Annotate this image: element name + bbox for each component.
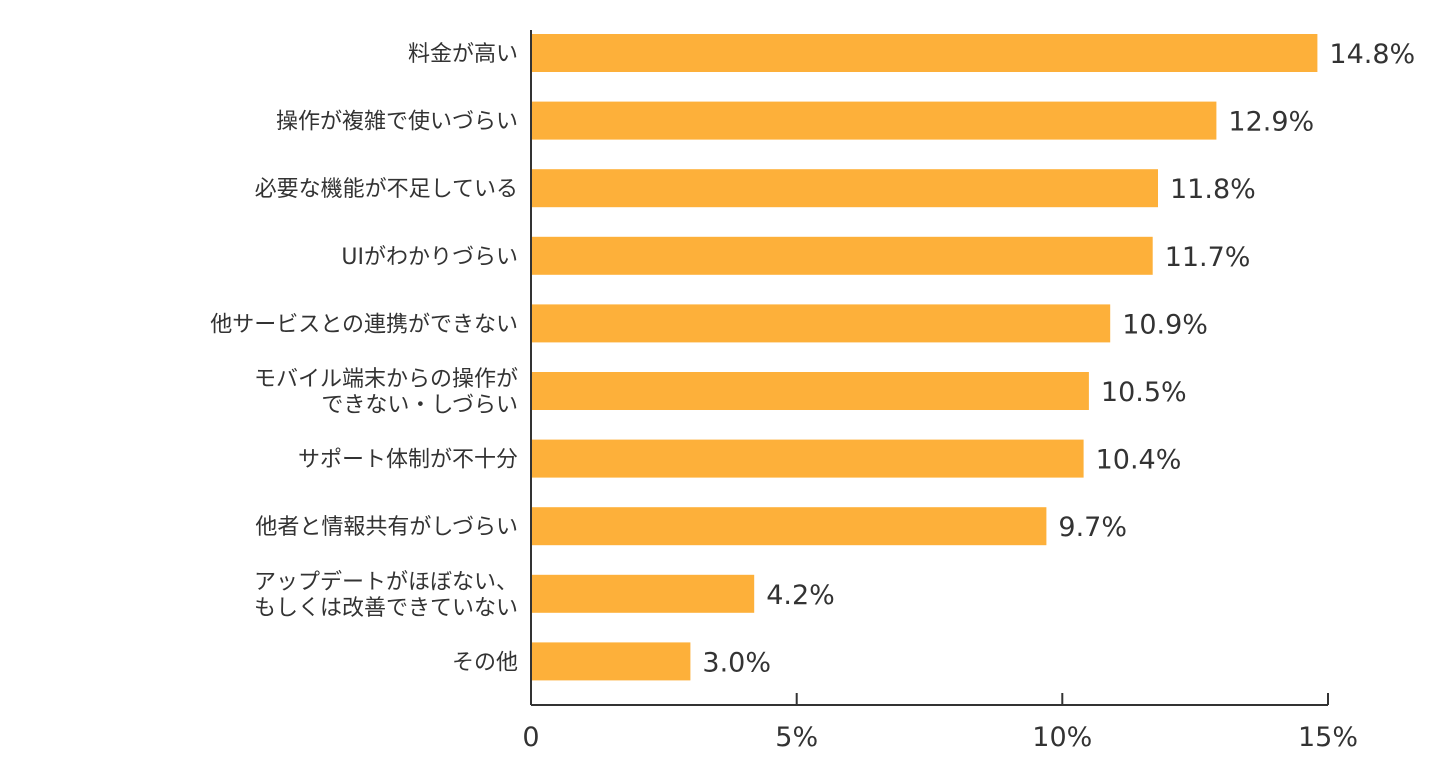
category-label-2: 操作が複雑で使いづらい: [276, 110, 518, 135]
bar-3: [531, 169, 1158, 208]
bar-1: [531, 34, 1318, 72]
bar-5: [531, 304, 1111, 343]
value-label-7: 10.4%: [1096, 445, 1182, 476]
bar-6: [531, 372, 1089, 410]
category-label-7: サポート体制が不十分: [298, 448, 518, 473]
category-label-3: 必要な機能が不足している: [255, 177, 518, 202]
category-label-line: 他サービスとの連携ができない: [210, 312, 518, 337]
value-label-1: 14.8%: [1329, 39, 1415, 70]
category-label-line: モバイル端末からの操作が: [254, 367, 518, 392]
x-tick-label-4: 15%: [1298, 722, 1358, 753]
value-label-5: 10.9%: [1122, 309, 1208, 340]
value-label-3: 11.8%: [1170, 174, 1256, 205]
category-label-5: 他サービスとの連携ができない: [210, 312, 518, 337]
category-label-line: アップデートがほぼない、: [254, 570, 518, 595]
category-label-8: 他者と情報共有がしづらい: [255, 515, 518, 540]
category-label-line: もしくは改善できていない: [254, 596, 518, 621]
category-label-line: その他: [452, 650, 518, 675]
bar-8: [531, 507, 1047, 546]
category-label-line: 料金が高い: [408, 42, 518, 67]
bar-9: [531, 574, 755, 613]
category-label-6: モバイル端末からの操作ができない・しづらい: [254, 367, 518, 418]
value-label-6: 10.5%: [1101, 377, 1187, 408]
category-label-line: 操作が複雑で使いづらい: [276, 110, 518, 135]
category-label-line: UIがわかりづらい: [341, 245, 518, 270]
value-label-2: 12.9%: [1228, 107, 1314, 138]
category-label-10: その他: [452, 650, 518, 675]
value-label-10: 3.0%: [702, 647, 771, 678]
value-label-9: 4.2%: [766, 580, 835, 611]
bar-7: [531, 439, 1084, 478]
category-label-4: UIがわかりづらい: [341, 245, 518, 270]
category-label-line: サポート体制が不十分: [298, 448, 518, 473]
category-label-line: できない・しづらい: [321, 393, 518, 418]
axis-layer: [530, 30, 1329, 706]
bars-layer: [531, 34, 1318, 681]
bar-4: [531, 236, 1153, 275]
value-label-8: 9.7%: [1058, 512, 1127, 543]
value-label-4: 11.7%: [1165, 242, 1251, 273]
category-label-9: アップデートがほぼない、もしくは改善できていない: [254, 570, 518, 621]
bar-10: [531, 642, 691, 681]
x-tick-label-1: 0: [522, 722, 539, 753]
bar-2: [531, 101, 1217, 140]
labels-layer: 14.8% 料金が高い 12.9% 操作が複雑で使いづらい 11.8% 必要な機能が不足し…: [210, 39, 1415, 753]
category-label-line: 必要な機能が不足している: [255, 177, 518, 202]
x-tick-label-2: 5%: [775, 722, 818, 753]
category-label-line: 他者と情報共有がしづらい: [255, 515, 518, 540]
category-label-1: 料金が高い: [408, 42, 518, 67]
x-tick-label-3: 10%: [1032, 722, 1092, 753]
